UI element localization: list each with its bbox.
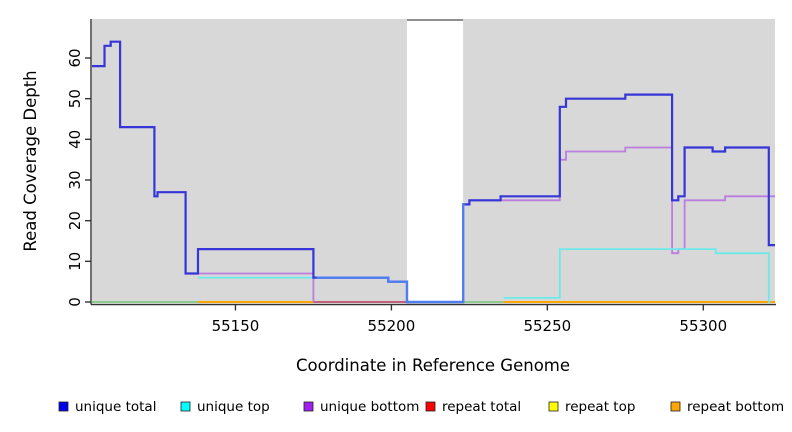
legend-swatch (303, 401, 314, 412)
legend-label: repeat total (442, 399, 521, 415)
x-tick-label: 55200 (368, 317, 416, 335)
x-tick-label: 55250 (523, 317, 571, 335)
y-tick-label: 60 (66, 48, 84, 67)
y-tick-label: 50 (66, 89, 84, 108)
legend-item-repeat-bottom: repeat bottom (670, 399, 784, 415)
legend-swatch (180, 401, 191, 412)
legend-swatch (548, 401, 559, 412)
legend-swatch (670, 401, 681, 412)
x-tick-label: 55300 (679, 317, 727, 335)
series-line-unique-total (92, 40, 775, 304)
y-axis-title: Read Coverage Depth (21, 70, 40, 251)
legend-item-repeat-total: repeat total (425, 399, 521, 415)
legend-item-unique-bottom: unique bottom (303, 399, 419, 415)
legend-swatch (58, 401, 69, 412)
y-tick-label: 0 (66, 297, 84, 307)
legend: unique total unique top unique bottom repea… (58, 399, 784, 415)
y-tick-label: 10 (66, 252, 84, 271)
y-tick-label: 30 (66, 170, 84, 189)
legend-label: unique bottom (320, 399, 419, 415)
x-tick-label: 55150 (212, 317, 260, 335)
legend-label: repeat top (565, 399, 635, 415)
masked-region (406, 19, 464, 303)
legend-item-repeat-top: repeat top (548, 399, 635, 415)
legend-swatch (425, 401, 436, 412)
y-tick-label: 40 (66, 130, 84, 149)
legend-label: repeat bottom (687, 399, 784, 415)
legend-label: unique top (197, 399, 270, 415)
legend-item-unique-total: unique total (58, 399, 156, 415)
y-tick-label: 20 (66, 211, 84, 230)
plot-area: 55150 55200 55250 55300 0 10 20 30 40 50 60 (66, 19, 776, 335)
x-axis-title: Coordinate in Reference Genome (296, 356, 570, 375)
legend-label: unique total (75, 399, 156, 415)
legend-item-unique-top: unique top (180, 399, 270, 415)
